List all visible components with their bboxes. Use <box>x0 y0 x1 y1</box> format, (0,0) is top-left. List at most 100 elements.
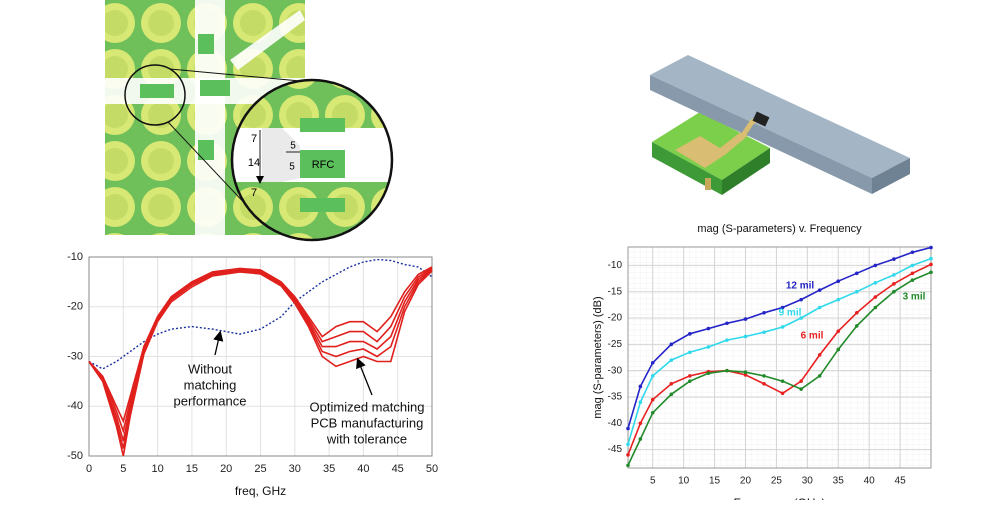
data-point <box>892 289 896 294</box>
model-illustration <box>650 55 910 195</box>
x-tick-label: 40 <box>864 476 876 487</box>
annotation-arrow <box>356 357 373 396</box>
data-point <box>854 289 859 294</box>
y-tick-label: -20 <box>608 313 623 324</box>
data-point <box>892 273 896 277</box>
data-point <box>929 262 933 267</box>
data-point <box>650 397 655 402</box>
data-point <box>910 263 915 268</box>
data-point <box>854 271 859 276</box>
x-tick-label: 5 <box>650 476 656 487</box>
data-point <box>910 278 915 282</box>
dim-label: 7 <box>251 187 257 199</box>
data-point <box>688 379 692 383</box>
annotation: matching <box>184 377 237 392</box>
dim-label: 14 <box>248 157 260 169</box>
y-tick-label: -20 <box>67 301 83 313</box>
component-label: RFC <box>312 159 335 171</box>
data-point <box>892 257 896 261</box>
chart-title: mag (S-parameters) v. Frequency <box>697 223 862 235</box>
data-point <box>725 338 729 342</box>
x-tick-label: 10 <box>678 476 690 487</box>
data-point <box>669 358 674 362</box>
series-line <box>627 257 932 445</box>
x-tick-label: 50 <box>426 463 438 475</box>
annotation: PCB manufacturing <box>311 415 424 430</box>
data-point <box>743 370 748 375</box>
dim-label: 7 <box>251 133 257 145</box>
plot-frame <box>627 246 932 469</box>
data-point <box>799 297 803 302</box>
data-point <box>669 382 674 386</box>
data-point <box>836 279 841 284</box>
x-axis-label: Frequency (GHz) <box>733 496 825 500</box>
data-point <box>799 387 803 391</box>
x-tick-label: 30 <box>802 476 814 487</box>
y-tick-label: -10 <box>67 251 83 263</box>
y-tick-label: -40 <box>67 400 83 412</box>
data-point <box>638 437 643 441</box>
data-point <box>688 332 692 336</box>
x-tick-label: 35 <box>833 476 845 487</box>
data-point <box>873 263 878 268</box>
data-point <box>892 282 896 286</box>
annotation: with tolerance <box>326 431 407 446</box>
data-point <box>626 463 630 468</box>
data-point <box>725 321 729 326</box>
data-point <box>780 325 785 329</box>
series-label: 6 mil <box>801 331 824 342</box>
x-tick-label: 30 <box>289 463 301 475</box>
series-line <box>88 266 433 424</box>
data-point <box>638 400 643 405</box>
data-point <box>688 350 692 355</box>
data-point <box>626 442 630 447</box>
x-tick-label: 25 <box>254 463 266 475</box>
annotation: performance <box>174 393 247 408</box>
data-point <box>706 345 711 349</box>
y-axis-label: mag (S-parameters) (dB) <box>592 296 604 418</box>
data-point <box>910 271 915 276</box>
data-point <box>836 347 841 352</box>
data-point <box>929 256 933 261</box>
data-point <box>873 295 878 299</box>
data-point <box>706 371 711 376</box>
annotation-arrow <box>213 330 224 356</box>
data-point <box>688 374 692 378</box>
data-point <box>725 368 729 373</box>
annotation: Optimized matching <box>310 399 425 414</box>
data-point <box>669 392 674 397</box>
data-point <box>743 373 748 377</box>
series-line <box>627 246 932 429</box>
data-point <box>836 329 841 333</box>
y-tick-label: -50 <box>67 450 83 462</box>
y-tick-label: -15 <box>608 286 623 297</box>
data-point <box>626 453 630 457</box>
series-line <box>88 270 433 457</box>
y-tick-label: -10 <box>608 260 623 271</box>
data-point <box>873 280 878 285</box>
data-point <box>743 334 748 339</box>
data-point <box>762 310 766 315</box>
dim-label: 5 <box>290 141 296 152</box>
y-tick-label: -30 <box>608 365 623 376</box>
x-tick-label: 25 <box>771 476 783 487</box>
series-label: 3 mil <box>903 292 926 303</box>
x-tick-label: 0 <box>86 463 92 475</box>
data-point <box>638 384 643 389</box>
x-tick-label: 45 <box>895 476 907 487</box>
minor-grid <box>628 247 931 468</box>
data-point <box>817 353 822 357</box>
data-point <box>799 379 803 383</box>
pcb-illustration: 7 14 7 5 5 RFC <box>105 0 394 242</box>
series-line <box>627 263 932 456</box>
data-point <box>743 317 748 321</box>
x-tick-label: 5 <box>120 463 126 475</box>
data-point <box>817 305 822 310</box>
data-point <box>706 326 711 331</box>
data-point <box>817 374 822 378</box>
x-tick-label: 15 <box>186 463 198 475</box>
data-point <box>780 305 785 310</box>
series-line <box>627 271 932 466</box>
data-point <box>762 374 766 378</box>
